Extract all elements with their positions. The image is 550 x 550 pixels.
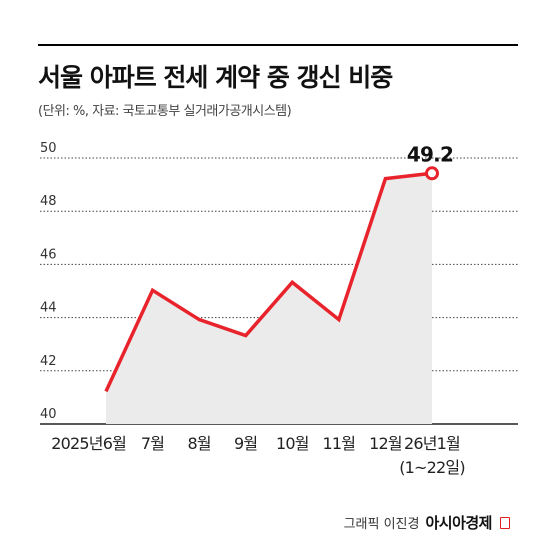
y-tick-label: 46 xyxy=(40,247,57,262)
credit-text: 그래픽 이진경 xyxy=(343,517,420,532)
y-tick-label: 40 xyxy=(40,407,57,422)
data-label: 49.2 xyxy=(407,142,453,166)
credit: 그래픽 이진경 아시아경제 xyxy=(344,512,510,533)
x-tick-sublabel: (1~22일) xyxy=(399,458,465,477)
x-tick-label: 9월 xyxy=(234,434,257,453)
y-tick-label: 44 xyxy=(40,301,57,316)
last-point-marker xyxy=(425,166,439,181)
x-tick-label: 26년1월 xyxy=(404,434,460,453)
y-tick-label: 42 xyxy=(40,354,57,369)
top-rule xyxy=(38,44,518,46)
brand-mark-icon xyxy=(500,516,510,529)
x-tick-label: 8월 xyxy=(187,434,210,453)
x-tick-label: 2025년6월 xyxy=(51,434,126,453)
area-fill xyxy=(106,173,432,424)
brand-logo-text: 아시아경제 xyxy=(425,514,492,532)
x-tick-label: 7월 xyxy=(141,434,164,453)
chart-source-note: (단위: %, 자료: 국토교통부 실거래가공개시스템) xyxy=(38,104,292,119)
x-tick-label: 10월 xyxy=(276,434,309,453)
series-line xyxy=(104,171,433,393)
chart-title: 서울 아파트 전세 계약 중 갱신 비중 xyxy=(38,63,393,92)
x-tick-label: 11월 xyxy=(323,434,356,453)
x-tick-label: 12월 xyxy=(369,434,402,453)
y-tick-label: 50 xyxy=(40,141,57,156)
y-tick-label: 48 xyxy=(40,194,57,209)
